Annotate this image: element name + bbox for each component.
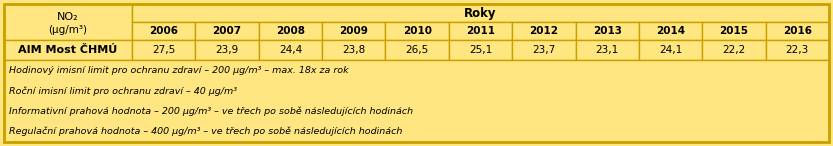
Text: 2008: 2008 [276,26,305,36]
Text: 23,1: 23,1 [596,45,619,55]
Text: 23,7: 23,7 [532,45,556,55]
Bar [386,40,449,60]
Bar [196,22,259,40]
Bar [132,22,196,40]
Text: 23,8: 23,8 [342,45,366,55]
Bar [576,40,639,60]
Text: 2010: 2010 [402,26,431,36]
Bar [576,22,639,40]
Text: 25,1: 25,1 [469,45,492,55]
Text: Hodinový imisní limit pro ochranu zdraví – 200 μg/m³ – max. 18x za rok: Hodinový imisní limit pro ochranu zdraví… [9,66,349,75]
Text: 2009: 2009 [339,26,368,36]
Text: 23,9: 23,9 [216,45,239,55]
Text: Regulační prahová hodnota – 400 μg/m³ – ve třech po sobě následujících hodinách: Regulační prahová hodnota – 400 μg/m³ – … [9,127,402,137]
Bar [702,22,766,40]
Bar [4,4,132,40]
Bar [512,40,576,60]
Bar [386,22,449,40]
Bar [259,40,322,60]
Bar [196,40,259,60]
Text: AIM Most ČHMÚ: AIM Most ČHMÚ [18,45,117,55]
Bar [639,22,702,40]
Bar [322,40,386,60]
Text: 2016: 2016 [783,26,812,36]
Bar [4,60,829,142]
Text: 2014: 2014 [656,26,686,36]
Text: 24,1: 24,1 [659,45,682,55]
Text: 2007: 2007 [212,26,242,36]
Text: 27,5: 27,5 [152,45,175,55]
Bar [132,40,196,60]
Bar [322,22,386,40]
Text: Roky: Roky [464,7,496,20]
Text: 26,5: 26,5 [406,45,429,55]
Text: 24,4: 24,4 [279,45,302,55]
Bar [512,22,576,40]
Bar [132,4,829,22]
Text: (μg/m³): (μg/m³) [48,25,87,35]
Text: Roční imisní limit pro ochranu zdraví – 40 μg/m³: Roční imisní limit pro ochranu zdraví – … [9,86,237,95]
Text: 22,3: 22,3 [786,45,809,55]
Bar [766,40,829,60]
Text: 2015: 2015 [720,26,749,36]
Text: 22,2: 22,2 [722,45,746,55]
Text: 2012: 2012 [529,26,558,36]
Text: 2006: 2006 [149,26,178,36]
Text: NO₂: NO₂ [57,12,79,22]
Bar [702,40,766,60]
Bar [639,40,702,60]
Text: 2013: 2013 [593,26,621,36]
Bar [449,22,512,40]
Bar [766,22,829,40]
Bar [259,22,322,40]
Text: Informativní prahová hodnota – 200 μg/m³ – ve třech po sobě následujících hodiná: Informativní prahová hodnota – 200 μg/m³… [9,106,413,116]
Bar [449,40,512,60]
Bar [4,40,132,60]
Text: 2011: 2011 [466,26,495,36]
